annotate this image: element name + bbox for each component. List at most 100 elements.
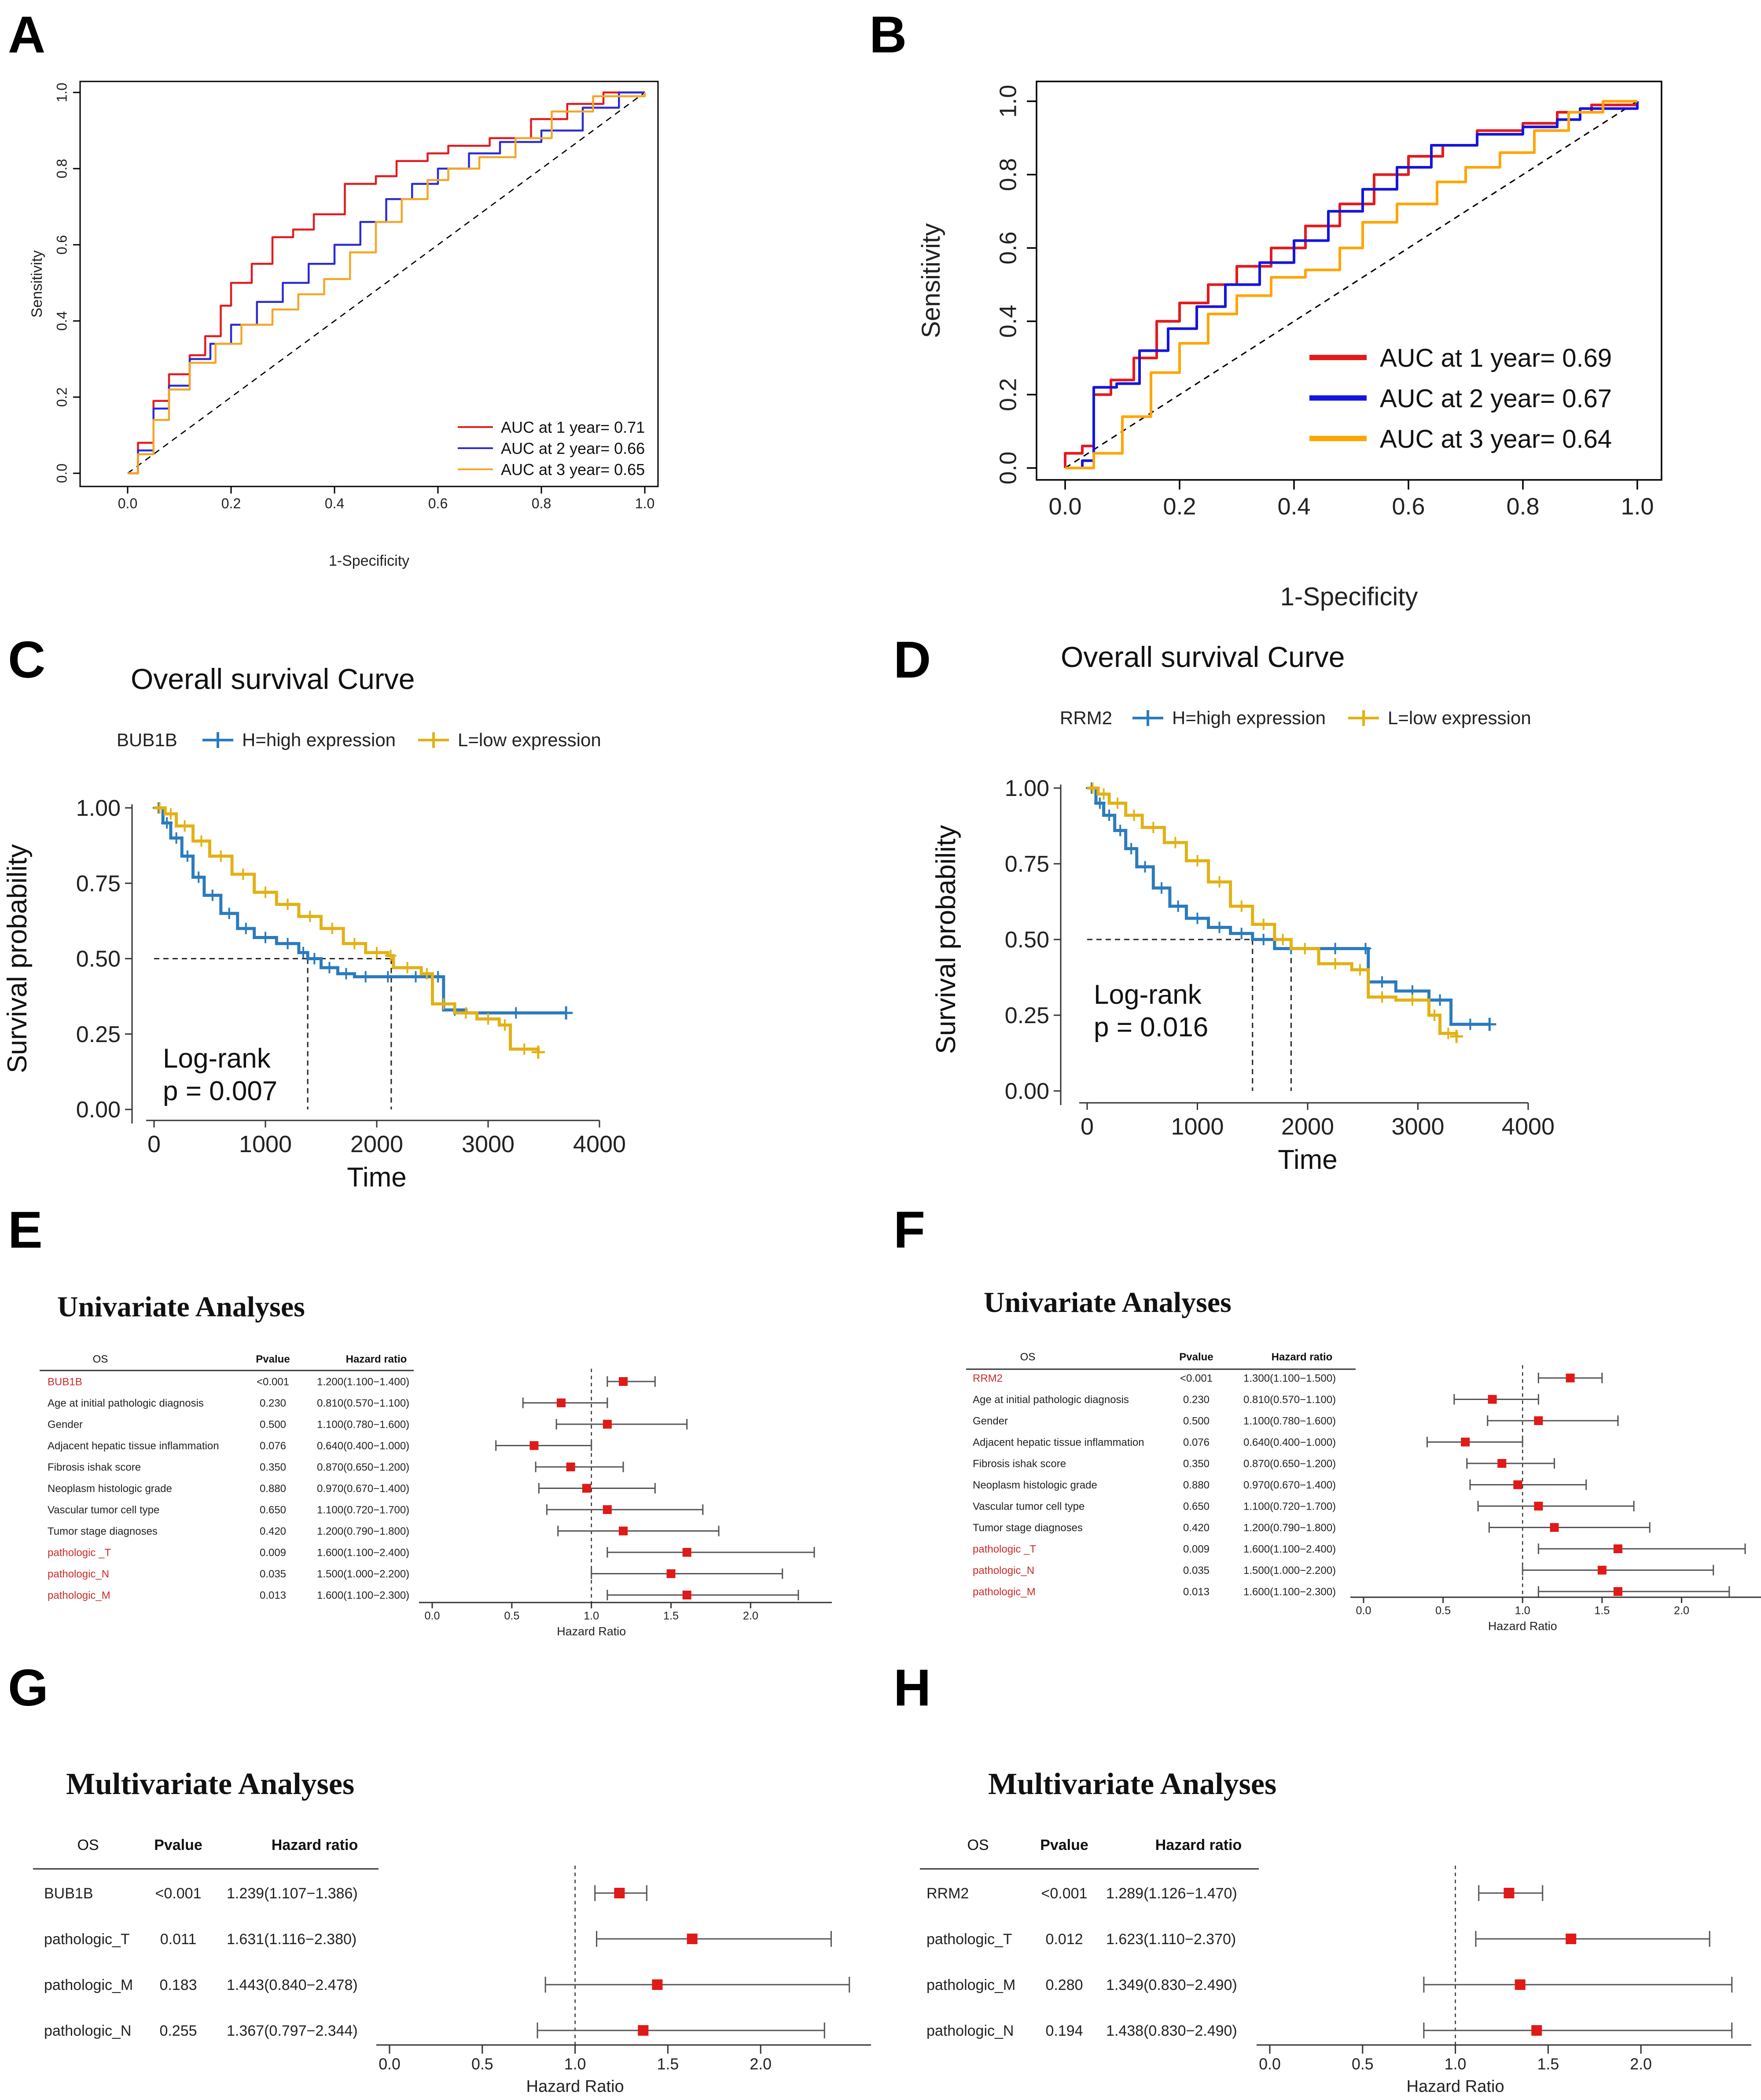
censor-mark bbox=[1094, 797, 1106, 809]
hazard-ratio-cell: 1.100(0.780−1.600) bbox=[317, 1418, 409, 1430]
pvalue-cell: 0.011 bbox=[160, 1931, 197, 1948]
header-os: OS bbox=[93, 1353, 108, 1365]
pvalue-cell: 0.013 bbox=[260, 1589, 286, 1601]
hazard-ratio-cell: 0.970(0.670−1.400) bbox=[317, 1483, 409, 1495]
hazard-ratio-cell: 1.600(1.100−2.400) bbox=[1243, 1543, 1336, 1555]
hazard-ratio-point bbox=[1534, 1502, 1543, 1511]
pvalue-cell: 0.035 bbox=[1183, 1565, 1210, 1577]
hazard-ratio-point bbox=[614, 1888, 625, 1898]
x-tick-label: 0.6 bbox=[1392, 494, 1425, 520]
censor-mark bbox=[309, 953, 320, 965]
pvalue-cell: 0.013 bbox=[1183, 1586, 1210, 1598]
variable-label: Neoplasm histologic grade bbox=[973, 1479, 1097, 1491]
variable-label: pathologic_M bbox=[973, 1586, 1036, 1598]
x-tick-label: 4000 bbox=[1502, 1113, 1555, 1140]
variable-label: pathologic _T bbox=[48, 1547, 111, 1558]
hazard-ratio-point bbox=[619, 1377, 628, 1386]
y-axis-label: Sensitivity bbox=[917, 223, 945, 338]
y-tick-label: 0.75 bbox=[1005, 851, 1049, 877]
censor-mark bbox=[1114, 825, 1126, 836]
forest-title: Multivariate Analyses bbox=[988, 1767, 1276, 1801]
censor-mark bbox=[1098, 788, 1110, 800]
y-tick-label: 0.8 bbox=[995, 158, 1022, 191]
censor-mark bbox=[385, 950, 397, 962]
plot-frame bbox=[79, 81, 659, 487]
censor-mark bbox=[1277, 934, 1289, 945]
legend-label: AUC at 3 year= 0.64 bbox=[1380, 425, 1612, 453]
hazard-ratio-cell: 1.367(0.797−2.344) bbox=[227, 2023, 358, 2039]
censor-mark bbox=[559, 1006, 573, 1020]
hazard-ratio-cell: 1.200(0.790−1.800) bbox=[317, 1525, 409, 1537]
censor-mark bbox=[340, 968, 352, 980]
censor-mark bbox=[1147, 822, 1159, 833]
hazard-ratio-point bbox=[687, 1934, 698, 1944]
pvalue-cell: 0.035 bbox=[260, 1568, 286, 1580]
hazard-ratio-cell: 1.100(0.720−1.700) bbox=[317, 1504, 409, 1516]
y-tick-label: 0.50 bbox=[76, 947, 121, 972]
variable-label: pathologic_N bbox=[44, 2023, 131, 2039]
censor-mark bbox=[193, 871, 205, 883]
hazard-ratio-cell: 0.810(0.570−1.100) bbox=[1243, 1394, 1336, 1406]
pvalue-label: p = 0.007 bbox=[163, 1076, 277, 1106]
pvalue-cell: 0.880 bbox=[1183, 1479, 1210, 1491]
y-tick-label: 0.4 bbox=[54, 311, 70, 331]
censor-mark bbox=[1213, 876, 1225, 888]
censor-mark bbox=[1429, 1009, 1441, 1021]
censor-mark bbox=[1299, 943, 1311, 954]
x-axis-label: Hazard Ratio bbox=[1406, 2077, 1504, 2096]
diagonal-reference-line bbox=[127, 92, 645, 474]
hazard-ratio-cell: 1.600(1.100−2.300) bbox=[1243, 1586, 1336, 1598]
x-tick-label: 1.5 bbox=[1594, 1604, 1610, 1617]
x-tick-label: 2000 bbox=[1281, 1113, 1334, 1140]
censor-mark bbox=[1156, 882, 1168, 894]
hazard-ratio-point bbox=[1497, 1459, 1507, 1468]
y-tick-label: 0.0 bbox=[54, 464, 70, 483]
censor-mark bbox=[1103, 809, 1115, 821]
censor-mark bbox=[282, 938, 294, 950]
y-tick-label: 0.00 bbox=[1005, 1079, 1049, 1104]
y-tick-label: 0.4 bbox=[995, 305, 1022, 338]
x-tick-label: 0.5 bbox=[1435, 1604, 1451, 1617]
y-axis-label: Sensitivity bbox=[29, 250, 45, 317]
y-tick-label: 0.0 bbox=[995, 451, 1022, 484]
hazard-ratio-point bbox=[556, 1398, 566, 1407]
censor-mark bbox=[161, 817, 173, 829]
panel-label-f: F bbox=[893, 1201, 926, 1259]
hazard-ratio-point bbox=[1614, 1587, 1622, 1596]
censor-mark bbox=[432, 971, 444, 983]
censor-mark bbox=[371, 947, 382, 958]
legend-label: H=high expression bbox=[242, 729, 396, 750]
variable-label: Vascular tumor cell type bbox=[973, 1500, 1085, 1512]
censor-mark bbox=[1128, 809, 1140, 821]
censor-mark bbox=[410, 971, 422, 983]
censor-mark bbox=[437, 998, 449, 1010]
variable-label: pathologic_M bbox=[44, 1977, 133, 1993]
hazard-ratio-point bbox=[1504, 1888, 1515, 1898]
header-os: OS bbox=[1020, 1351, 1036, 1363]
hazard-ratio-cell: 1.100(0.720−1.700) bbox=[1243, 1500, 1336, 1512]
y-tick-label: 0.2 bbox=[54, 387, 70, 407]
x-tick-label: 1.5 bbox=[657, 2055, 679, 2073]
legend-label: AUC at 2 year= 0.66 bbox=[501, 439, 645, 457]
x-tick-label: 0.6 bbox=[428, 496, 448, 512]
legend-label: AUC at 2 year= 0.67 bbox=[1380, 384, 1612, 413]
variable-label: Tumor stage diagnoses bbox=[48, 1525, 158, 1537]
chart-title: Overall survival Curve bbox=[131, 663, 415, 695]
hazard-ratio-cell: 1.443(0.840−2.478) bbox=[227, 1977, 358, 1993]
y-tick-label: 1.00 bbox=[76, 796, 121, 821]
header-pvalue: Pvalue bbox=[256, 1353, 290, 1365]
x-tick-label: 1.0 bbox=[1445, 2055, 1467, 2073]
variable-label: Tumor stage diagnoses bbox=[973, 1522, 1083, 1534]
x-tick-label: 1.0 bbox=[1621, 494, 1654, 520]
censor-mark bbox=[206, 889, 218, 901]
censor-mark bbox=[170, 832, 182, 844]
censor-mark bbox=[421, 968, 433, 980]
panel-label-h: H bbox=[893, 1659, 931, 1717]
legend-label: AUC at 1 year= 0.71 bbox=[501, 418, 645, 436]
pvalue-cell: 0.280 bbox=[1045, 1977, 1083, 1993]
censor-mark bbox=[1235, 900, 1247, 912]
hazard-ratio-point bbox=[603, 1505, 612, 1514]
pvalue-cell: 0.183 bbox=[159, 1977, 197, 1993]
